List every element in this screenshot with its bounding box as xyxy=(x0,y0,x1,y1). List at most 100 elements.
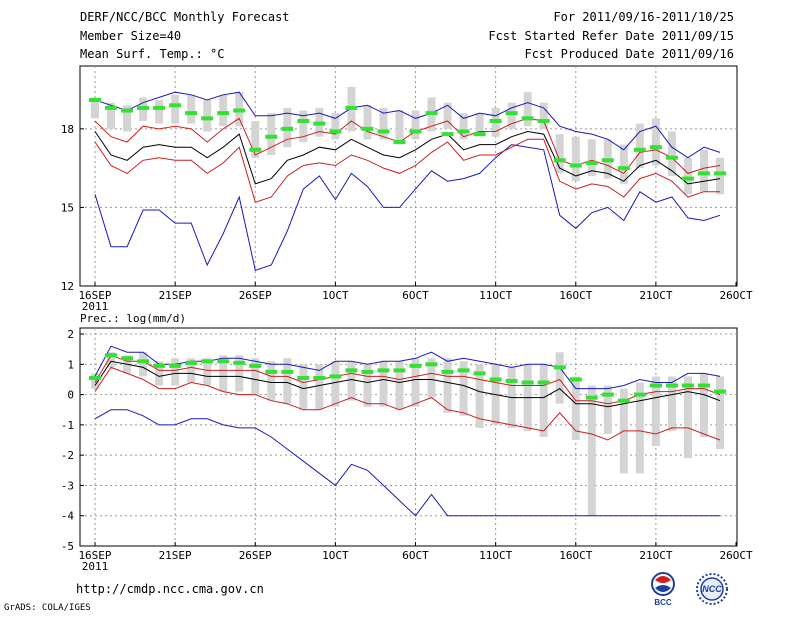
temp-xtick-label: 21SEP xyxy=(159,289,192,302)
temp-median-mark xyxy=(409,129,422,134)
prec-line-min xyxy=(94,409,720,517)
temp-median-mark xyxy=(649,145,662,150)
prec-member-box xyxy=(139,352,148,377)
prec-member-box xyxy=(427,358,436,398)
prec-member-box xyxy=(699,373,708,437)
temp-member-box xyxy=(219,94,228,127)
temp-median-mark xyxy=(233,108,246,113)
temp-member-box xyxy=(107,102,116,129)
temp-xtick-label: 6OCT xyxy=(402,289,429,302)
prec-median-mark xyxy=(105,353,118,358)
prec-line-ensemble-mean xyxy=(94,360,721,408)
temp-median-mark xyxy=(441,132,454,137)
prec-median-mark xyxy=(697,383,710,388)
temp-xtick-label: 26SEP xyxy=(239,289,272,302)
prec-median-mark xyxy=(249,363,262,368)
temp-xtick-label: 26OCT xyxy=(719,289,752,302)
temp-median-mark xyxy=(473,132,486,137)
temp-median-mark xyxy=(457,129,470,134)
temp-median-mark xyxy=(537,119,550,123)
temp-median-mark xyxy=(265,134,278,139)
prec-median-mark xyxy=(714,389,726,394)
prec-member-box xyxy=(379,361,388,407)
prec-plot-frame xyxy=(79,327,738,547)
prec-member-box xyxy=(635,382,644,474)
temp-median-mark xyxy=(601,158,614,163)
temp-line-mean-spread xyxy=(94,138,720,203)
temp-member-box xyxy=(635,123,644,169)
prec-member-box xyxy=(331,361,340,407)
temp-xtick-label: 11OCT xyxy=(479,289,512,302)
temp-line-max xyxy=(94,91,721,159)
prec-xtick-label: 21SEP xyxy=(159,549,192,562)
prec-median-mark xyxy=(361,369,374,374)
prec-median-mark xyxy=(457,368,470,373)
prec-median-mark xyxy=(393,368,406,373)
chart-title: DERF/NCC/BCC Monthly Forecast xyxy=(80,10,290,24)
prec-ytick-label: -3 xyxy=(61,479,74,492)
prec-member-box xyxy=(267,361,276,401)
prec-member-box xyxy=(667,376,676,431)
prec-member-box xyxy=(603,385,612,434)
temp-ytick-label: 12 xyxy=(61,280,74,293)
prec-member-box xyxy=(443,358,452,413)
prec-median-mark xyxy=(553,365,566,370)
ncc-logo-text: NCC xyxy=(702,584,722,594)
prec-median-mark xyxy=(537,380,550,385)
temp-member-box xyxy=(571,136,580,182)
prec-median-mark xyxy=(137,359,150,364)
forecast-period: For 2011/09/16-2011/10/25 xyxy=(553,10,734,24)
temp-median-mark xyxy=(329,129,342,134)
prec-ytick-label: -5 xyxy=(61,540,74,553)
source-url[interactable]: http://cmdp.ncc.cma.gov.cn xyxy=(76,582,264,596)
temp-median-mark xyxy=(313,121,326,126)
temp-median-mark xyxy=(505,111,518,116)
prec-member-box xyxy=(539,364,548,437)
temp-median-mark xyxy=(714,171,726,176)
temp-median-mark xyxy=(121,108,134,113)
prec-member-box xyxy=(219,355,228,392)
temp-member-box xyxy=(443,102,452,129)
prec-ytick-label: -2 xyxy=(61,449,74,462)
prec-member-box xyxy=(347,361,356,401)
prec-median-mark xyxy=(329,374,342,379)
prec-xtick-label: 26SEP xyxy=(239,549,272,562)
prec-xtick-label: 16OCT xyxy=(559,549,592,562)
temp-median-mark xyxy=(89,98,101,103)
prec-xtick-label: 6OCT xyxy=(402,549,429,562)
prec-xtick-label: 16SEP xyxy=(78,549,111,562)
prec-median-mark xyxy=(377,368,390,373)
prec-member-box xyxy=(283,358,292,404)
temp-line-ensemble-mean xyxy=(94,130,721,185)
temp-median-mark xyxy=(361,126,374,131)
prec-median-mark xyxy=(489,377,502,382)
temp-member-box xyxy=(523,92,532,127)
grads-credit: GrADS: COLA/IGES xyxy=(4,603,91,613)
prec-median-mark xyxy=(153,363,166,368)
temp-median-mark xyxy=(217,111,230,116)
prec-median-mark xyxy=(505,378,518,383)
prec-ytick-label: 1 xyxy=(67,358,74,371)
temp-median-mark xyxy=(169,103,182,108)
temp-median-mark xyxy=(585,160,598,165)
temp-ytick-label: 15 xyxy=(61,201,74,214)
prec-median-mark xyxy=(569,377,582,382)
temp-member-box xyxy=(171,94,180,124)
prec-median-mark xyxy=(281,369,294,374)
temp-xtick-label: 16SEP xyxy=(78,289,111,302)
temp-member-box xyxy=(459,113,468,140)
temp-median-mark xyxy=(185,111,198,116)
prec-median-mark xyxy=(297,375,310,380)
temp-member-box xyxy=(331,113,340,140)
temp-median-mark xyxy=(617,166,630,171)
refer-date: Fcst Started Refer Date 2011/09/15 xyxy=(488,29,734,43)
prec-member-box xyxy=(683,376,692,459)
prec-median-mark xyxy=(313,375,326,380)
temp-member-box xyxy=(395,110,404,145)
prec-member-box xyxy=(395,361,404,410)
prec-member-box xyxy=(459,361,468,416)
variable-label: Mean Surf. Temp.: °C xyxy=(80,47,225,61)
prec-member-box xyxy=(411,358,420,407)
temp-member-box xyxy=(155,100,164,124)
prec-member-box xyxy=(555,352,564,404)
